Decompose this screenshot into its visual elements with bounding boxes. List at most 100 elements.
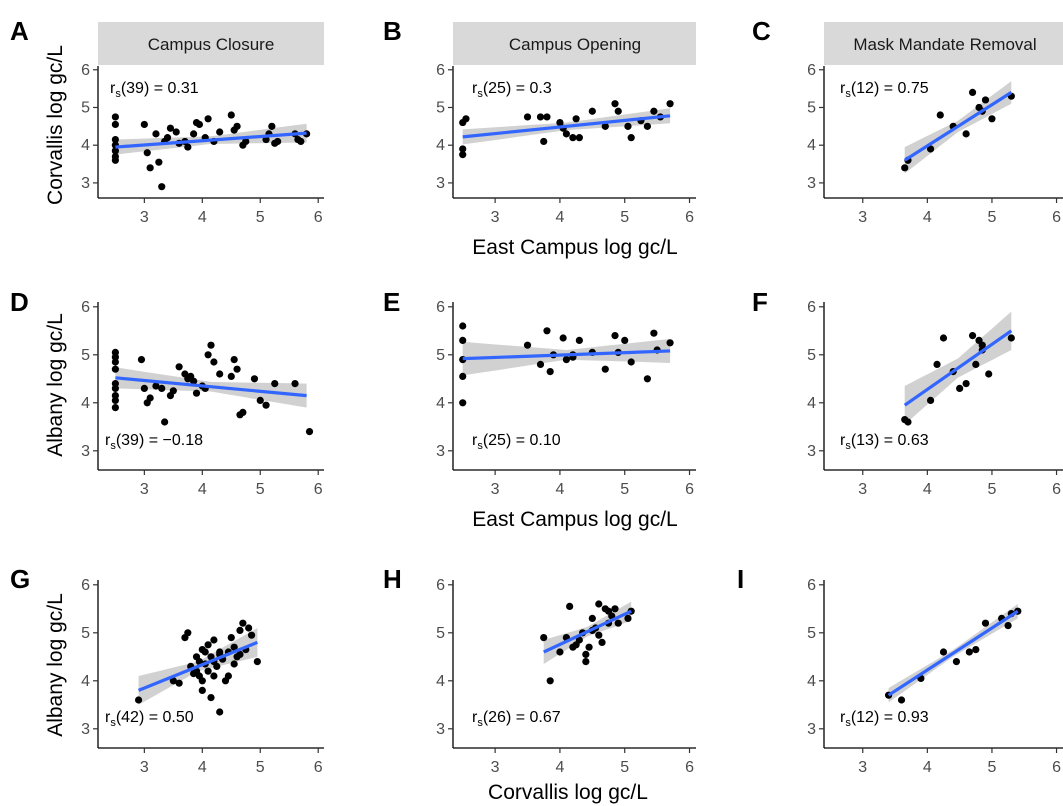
y-tick-label-c-6: 6 (807, 62, 816, 79)
panel-label-c: C (752, 16, 771, 46)
data-point-d-13 (152, 382, 160, 390)
data-point-a-20 (190, 130, 198, 138)
correlation-annotation-b: rs(25) = 0.3 (472, 80, 552, 100)
data-point-g-25 (227, 634, 235, 642)
y-tick-label-b-6: 6 (436, 62, 445, 79)
y-tick-label-e-3: 3 (436, 443, 445, 460)
panel-label-h: H (383, 564, 402, 594)
regression-line-d (115, 376, 307, 398)
panels-layer: 3 4 5 6 3 4 5 6 rs(39) = 0.31 3 4 5 6 3 4 5 6 rs(25) = 0.… (81, 62, 1063, 776)
x-tick-label-c-3: 3 (858, 209, 867, 226)
x-tick-label-d-4: 4 (198, 481, 207, 498)
data-point-e-18 (621, 336, 629, 344)
y-tick-label-h-5: 5 (436, 625, 445, 642)
data-point-a-12 (158, 183, 166, 191)
y-tick-label-i-4: 4 (807, 673, 816, 690)
data-point-b-2 (459, 151, 467, 159)
y-tick-label-g-6: 6 (81, 577, 90, 594)
y-tick-label-b-3: 3 (436, 175, 445, 192)
data-point-a-19 (184, 143, 192, 151)
data-point-h-19 (624, 614, 632, 623)
data-point-b-7 (543, 113, 551, 121)
data-point-g-39 (195, 672, 204, 680)
strip-background-a (98, 22, 324, 65)
panel-b: 3 4 5 6 3 4 5 6 rs(25) = 0.3 (436, 62, 696, 226)
data-point-b-12 (572, 115, 580, 123)
y-axis-title-row1: Corvallis log gc/L (44, 45, 67, 205)
y-tick-label-a-3: 3 (81, 175, 90, 192)
x-tick-label-b-5: 5 (620, 209, 629, 226)
data-point-h-12 (595, 600, 603, 608)
y-tick-label-a-4: 4 (81, 137, 90, 154)
data-point-g-29 (239, 619, 247, 627)
data-point-e-4 (459, 399, 467, 407)
data-point-i-5 (965, 648, 973, 656)
regression-line-i (887, 609, 1019, 697)
y-tick-label-e-5: 5 (436, 347, 445, 364)
strip-label-campus-closure: Campus Closure (148, 35, 275, 54)
data-point-e-1 (459, 336, 467, 344)
data-point-a-24 (204, 115, 212, 123)
x-tick-label-i-6: 6 (1052, 759, 1061, 776)
regression-line-e (462, 349, 671, 361)
data-point-c-6 (968, 88, 977, 96)
data-point-b-18 (627, 134, 635, 142)
correlation-annotation-e: rs(25) = 0.10 (472, 432, 561, 452)
data-point-b-1 (459, 145, 467, 153)
y-tick-label-i-5: 5 (807, 625, 816, 642)
regression-line-h (543, 609, 632, 654)
data-point-b-20 (643, 122, 652, 130)
data-point-f-3 (933, 360, 941, 368)
data-point-e-8 (546, 368, 554, 376)
data-point-i-7 (981, 619, 990, 627)
y-tick-label-c-5: 5 (807, 99, 816, 116)
data-point-d-8 (111, 404, 119, 412)
y-tick-label-d-6: 6 (81, 299, 90, 316)
data-point-c-2 (926, 145, 935, 153)
data-point-a-1 (111, 120, 119, 129)
y-tick-label-h-6: 6 (436, 577, 445, 594)
panel-label-g: G (10, 564, 30, 594)
data-point-b-11 (569, 134, 577, 142)
y-tick-label-b-5: 5 (436, 99, 445, 116)
x-tick-label-b-4: 4 (555, 209, 564, 226)
data-point-a-11 (155, 158, 163, 166)
data-point-i-9 (1004, 622, 1012, 630)
x-tick-label-i-3: 3 (858, 759, 867, 776)
x-tick-label-i-4: 4 (923, 759, 932, 776)
data-point-h-18 (614, 619, 622, 627)
correlation-annotation-a: rs(39) = 0.31 (110, 80, 199, 100)
x-tick-label-h-3: 3 (491, 759, 500, 776)
data-point-c-9 (988, 115, 996, 123)
panel-a: 3 4 5 6 3 4 5 6 rs(39) = 0.31 (81, 62, 324, 226)
regression-line-a (115, 131, 307, 149)
data-point-f-12 (1007, 334, 1015, 342)
x-axis-title-row2: East Campus log gc/L (472, 508, 677, 531)
data-point-a-16 (172, 128, 180, 136)
data-point-e-0 (459, 322, 467, 330)
data-point-h-4 (566, 602, 574, 611)
data-point-a-31 (242, 137, 250, 146)
y-tick-label-c-3: 3 (807, 175, 816, 192)
y-tick-label-a-5: 5 (81, 99, 90, 116)
data-point-h-13 (598, 638, 606, 647)
data-point-d-30 (233, 365, 241, 373)
data-point-g-34 (216, 648, 224, 656)
data-point-f-11 (985, 370, 993, 378)
data-point-i-4 (952, 658, 961, 666)
data-point-b-15 (611, 100, 619, 108)
panel-f: 3 4 5 6 3 4 5 6 rs(13) = 0.63 (807, 299, 1063, 498)
data-point-b-10 (562, 130, 571, 138)
panel-label-f: F (752, 287, 768, 317)
data-point-e-13 (575, 336, 583, 344)
data-point-d-18 (175, 363, 183, 371)
data-point-d-36 (271, 380, 279, 388)
y-tick-label-d-3: 3 (81, 443, 90, 460)
data-point-g-0 (134, 696, 143, 704)
data-point-a-14 (163, 134, 172, 142)
data-point-b-16 (614, 107, 622, 115)
data-point-a-10 (152, 130, 160, 138)
x-tick-label-a-4: 4 (198, 209, 207, 226)
y-tick-label-g-5: 5 (81, 625, 90, 642)
data-point-e-19 (627, 358, 635, 366)
